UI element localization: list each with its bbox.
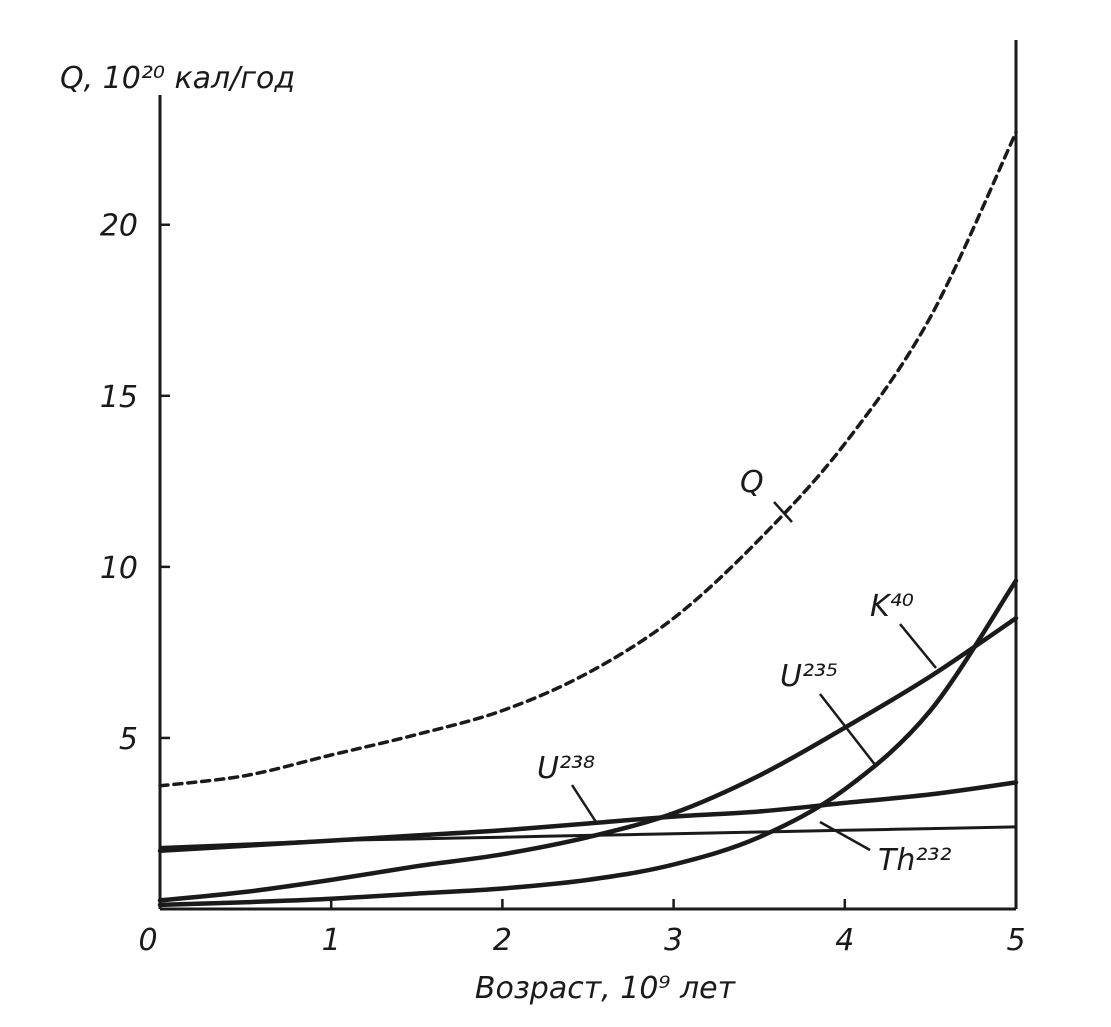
series-label-k40: K⁴⁰ xyxy=(870,589,914,624)
y-axis-label: Q, 10²⁰ кал/год xyxy=(60,61,295,96)
series-label-q: Q xyxy=(740,465,764,500)
series-label-th232: Th²³² xyxy=(878,843,951,878)
leader-u238 xyxy=(570,784,598,823)
x-axis-label: Возраст, 10⁹ лет xyxy=(475,971,737,1006)
x-tick-label-2: 2 xyxy=(493,923,512,958)
series-line-th232 xyxy=(158,825,1018,849)
x-tick-label-4: 4 xyxy=(835,923,854,958)
y-tick-label-5: 5 xyxy=(119,722,138,757)
leader-q xyxy=(773,501,793,523)
series-line-u238 xyxy=(157,780,1019,854)
series-lines xyxy=(157,130,1019,908)
series-label-u238: U²³⁸ xyxy=(537,751,595,786)
y-tick-label-20: 20 xyxy=(100,209,138,244)
x-tick-label-0: 0 xyxy=(138,923,157,958)
series-label-u235: U²³⁵ xyxy=(780,659,838,694)
x-tick-label-5: 5 xyxy=(1006,923,1025,958)
series-line-u235 xyxy=(157,578,1019,908)
leader-th232 xyxy=(819,820,871,852)
series-line-q xyxy=(158,130,1018,788)
y-tick-label-15: 15 xyxy=(100,380,138,415)
leader-k40 xyxy=(899,623,937,669)
tick-marks xyxy=(160,223,1018,909)
leader-u235 xyxy=(819,693,877,767)
series-line-k40 xyxy=(157,615,1019,903)
y-tick-label-10: 10 xyxy=(100,551,138,586)
x-tick-label-1: 1 xyxy=(322,923,341,958)
x-tick-label-3: 3 xyxy=(664,923,683,958)
